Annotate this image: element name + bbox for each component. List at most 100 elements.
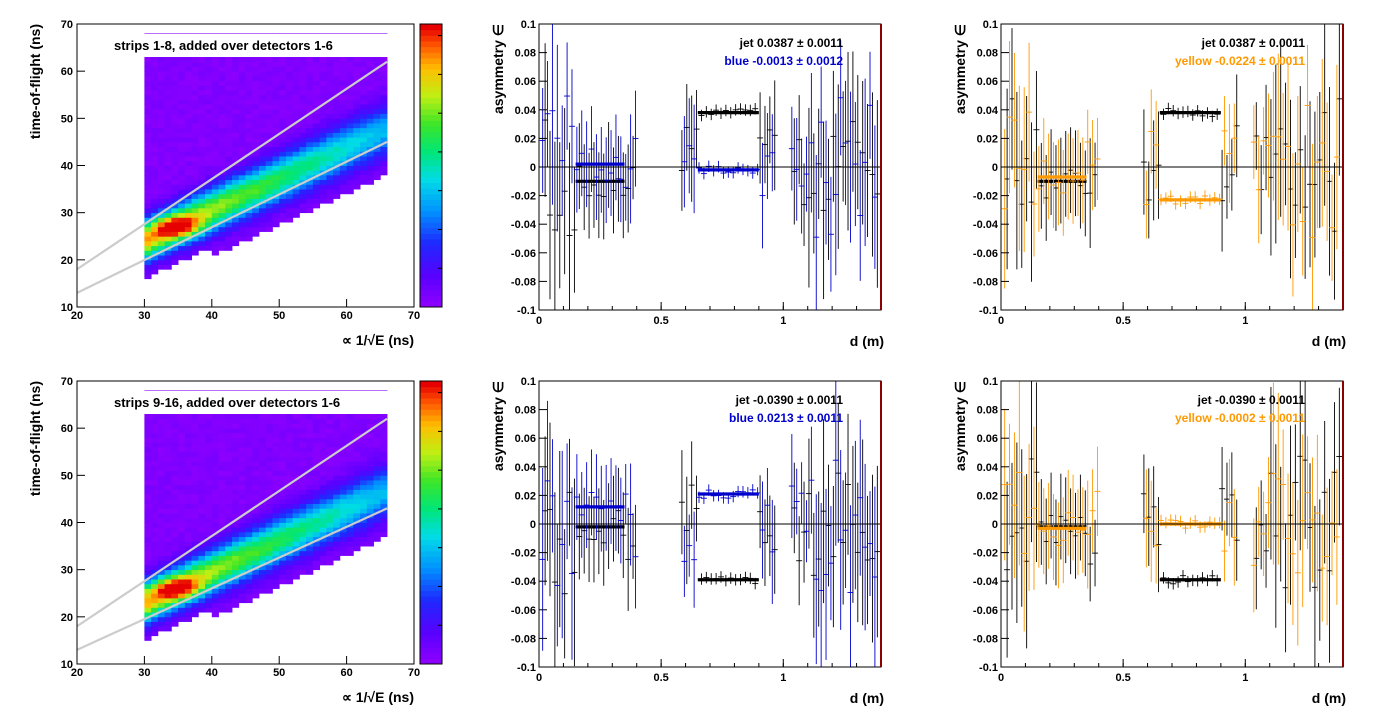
- heatmap-cell: [272, 465, 280, 472]
- heatmap-cell: [171, 85, 179, 91]
- heatmap-cell: [171, 160, 179, 166]
- heatmap-cell: [265, 451, 273, 457]
- heatmap-cell: [151, 522, 159, 528]
- heatmap-cell: [205, 137, 213, 143]
- colorbar-segment: [420, 420, 442, 427]
- heatmap-cell: [157, 184, 166, 190]
- colorbar-segment: [420, 641, 442, 648]
- heatmap-cell: [225, 99, 233, 105]
- colorbar-segment: [420, 137, 442, 144]
- heatmap-cell: [225, 437, 233, 443]
- heatmap-cell: [339, 465, 347, 472]
- heatmap-cell: [144, 217, 152, 223]
- heatmap-cell: [279, 414, 287, 420]
- heatmap-cell: [373, 522, 381, 528]
- heatmap-cell: [232, 442, 240, 448]
- heatmap-cell: [252, 536, 260, 542]
- heatmap-cell: [252, 498, 260, 505]
- heatmap-cell: [144, 432, 152, 438]
- heatmap-cell: [178, 123, 186, 129]
- heatmap-cell: [171, 465, 179, 472]
- heatmap-cell: [292, 174, 300, 181]
- heatmap-cell: [157, 118, 166, 124]
- heatmap-cell: [245, 184, 253, 190]
- colorbar-segment: [420, 24, 442, 31]
- heatmap-cell: [211, 90, 219, 96]
- heatmap-cell: [178, 569, 186, 575]
- colorbar-segment: [420, 426, 442, 433]
- heatmap-cell: [312, 517, 321, 523]
- heatmap-cell: [232, 57, 240, 63]
- asymmetry-panel-5: 0 0.5 1-0.1-0.08-0.06-0.04-0.0200.020.040.…: [952, 376, 1346, 706]
- heatmap-cell: [265, 574, 273, 580]
- heatmap-cell: [306, 170, 314, 176]
- heatmap-cell: [333, 104, 341, 110]
- heatmap-cell: [151, 264, 159, 270]
- heatmap-cell: [191, 132, 199, 138]
- heatmap-cell: [265, 226, 273, 232]
- heatmap-cell: [157, 593, 166, 599]
- heatmap-cell: [232, 583, 240, 589]
- heatmap-cell: [373, 156, 381, 162]
- y-tick-label: -0.02: [511, 548, 536, 560]
- heatmap-cell: [144, 475, 152, 481]
- heatmap-cell: [171, 80, 179, 86]
- heatmap-cell: [184, 127, 192, 133]
- heatmap-cell: [225, 432, 233, 438]
- heatmap-cell: [285, 80, 294, 86]
- heatmap-cell: [312, 127, 321, 133]
- heatmap-cell: [373, 489, 381, 495]
- x-tick-label: 60: [340, 310, 352, 322]
- heatmap-cell: [157, 564, 166, 571]
- heatmap-cell: [245, 564, 253, 571]
- heatmap-cell: [211, 245, 219, 251]
- heatmap-cell: [366, 475, 374, 481]
- heatmap-cell: [232, 151, 240, 157]
- heatmap-cell: [218, 489, 226, 495]
- heatmap-cell: [306, 174, 314, 181]
- heatmap-cell: [184, 222, 192, 228]
- heatmap-cell: [144, 470, 152, 476]
- heatmap-cell: [319, 94, 327, 100]
- heatmap-cell: [319, 451, 327, 457]
- heatmap-cell: [191, 118, 199, 124]
- heatmap-cell: [157, 66, 166, 72]
- heatmap-cell: [285, 108, 294, 115]
- heatmap-cell: [151, 255, 159, 261]
- heatmap-cell: [171, 569, 179, 575]
- heatmap-cell: [191, 170, 199, 176]
- heatmap-cell: [258, 226, 267, 232]
- heatmap-cell: [238, 508, 246, 514]
- heatmap-cell: [178, 85, 186, 91]
- heatmap-cell: [151, 165, 159, 171]
- heatmap-cell: [333, 489, 341, 495]
- heatmap-cell: [157, 151, 166, 157]
- heatmap-cell: [380, 498, 388, 505]
- heatmap-cell: [157, 127, 166, 133]
- heatmap-cell: [205, 113, 213, 119]
- colorbar-segment: [420, 239, 442, 246]
- heatmap-cell: [258, 588, 267, 594]
- heatmap-cell: [245, 75, 253, 81]
- heatmap-cell: [346, 179, 354, 185]
- heatmap-cell: [157, 432, 166, 438]
- heatmap-cell: [191, 245, 199, 251]
- heatmap-cell: [333, 123, 341, 129]
- heatmap-cell: [238, 146, 246, 152]
- heatmap-cell: [319, 90, 327, 96]
- heatmap-cell: [225, 574, 233, 580]
- heatmap-cell: [178, 226, 186, 232]
- heatmap-cell: [144, 498, 152, 505]
- heatmap-cell: [144, 160, 152, 166]
- heatmap-cell: [232, 170, 240, 176]
- heatmap-cell: [245, 146, 253, 152]
- heatmap-cell: [178, 442, 186, 448]
- heatmap-cell: [306, 141, 314, 148]
- heatmap-cell: [292, 569, 300, 575]
- heatmap-cell: [306, 465, 314, 472]
- heatmap-cell: [144, 635, 152, 641]
- heatmap-cell: [299, 123, 307, 129]
- heatmap-cell: [225, 428, 233, 434]
- heatmap-cell: [353, 498, 361, 505]
- heatmap-cell: [326, 141, 334, 148]
